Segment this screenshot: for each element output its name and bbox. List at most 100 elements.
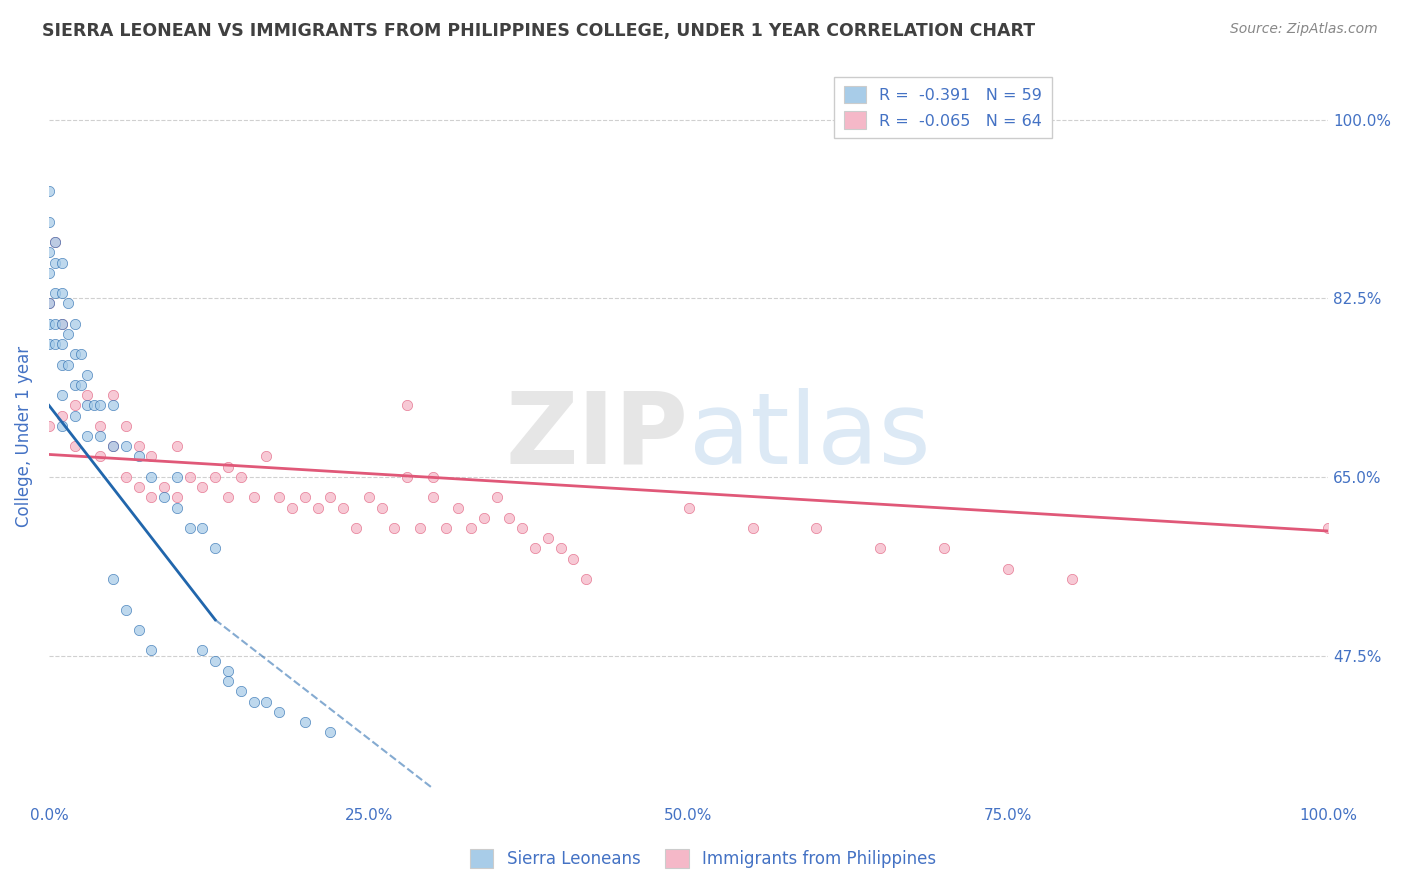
Point <box>56 326 79 341</box>
Point <box>44 317 66 331</box>
Point <box>128 480 150 494</box>
Point <box>422 470 444 484</box>
Point <box>537 531 560 545</box>
Text: atlas: atlas <box>689 387 931 484</box>
Point <box>179 521 201 535</box>
Point <box>242 491 264 505</box>
Point <box>498 510 520 524</box>
Point <box>434 521 457 535</box>
Point <box>1062 572 1084 586</box>
Point <box>153 480 176 494</box>
Point <box>38 245 60 260</box>
Point <box>934 541 956 556</box>
Point <box>101 572 124 586</box>
Legend: R =  -0.391   N = 59, R =  -0.065   N = 64: R = -0.391 N = 59, R = -0.065 N = 64 <box>834 77 1052 138</box>
Point <box>56 296 79 310</box>
Point <box>332 500 354 515</box>
Point <box>191 521 214 535</box>
Point <box>460 521 482 535</box>
Point <box>269 491 291 505</box>
Point <box>44 235 66 249</box>
Point <box>997 562 1019 576</box>
Point <box>51 317 73 331</box>
Point <box>141 470 163 484</box>
Point <box>51 286 73 301</box>
Point <box>76 399 98 413</box>
Point <box>38 418 60 433</box>
Point <box>396 399 419 413</box>
Text: SIERRA LEONEAN VS IMMIGRANTS FROM PHILIPPINES COLLEGE, UNDER 1 YEAR CORRELATION : SIERRA LEONEAN VS IMMIGRANTS FROM PHILIP… <box>42 22 1035 40</box>
Point <box>44 286 66 301</box>
Point <box>254 450 277 464</box>
Point <box>51 337 73 351</box>
Point <box>294 714 316 729</box>
Text: ZIP: ZIP <box>506 387 689 484</box>
Point <box>114 418 136 433</box>
Point <box>51 358 73 372</box>
Point <box>229 684 252 698</box>
Point <box>562 551 585 566</box>
Point <box>141 450 163 464</box>
Point <box>89 450 111 464</box>
Point <box>51 317 73 331</box>
Point <box>63 409 86 423</box>
Legend: Sierra Leoneans, Immigrants from Philippines: Sierra Leoneans, Immigrants from Philipp… <box>463 843 943 875</box>
Point <box>217 674 239 689</box>
Point <box>76 388 98 402</box>
Text: Source: ZipAtlas.com: Source: ZipAtlas.com <box>1230 22 1378 37</box>
Point <box>63 317 86 331</box>
Point <box>422 491 444 505</box>
Point <box>38 296 60 310</box>
Point <box>396 470 419 484</box>
Point <box>575 572 598 586</box>
Point <box>101 439 124 453</box>
Point <box>51 409 73 423</box>
Point <box>179 470 201 484</box>
Point <box>63 347 86 361</box>
Point <box>38 266 60 280</box>
Point <box>166 491 188 505</box>
Point <box>51 255 73 269</box>
Point <box>141 643 163 657</box>
Point <box>319 491 342 505</box>
Point <box>128 439 150 453</box>
Point <box>204 470 226 484</box>
Point <box>281 500 304 515</box>
Point <box>89 418 111 433</box>
Point <box>38 184 60 198</box>
Point <box>254 694 277 708</box>
Point <box>382 521 405 535</box>
Point <box>70 378 93 392</box>
Point <box>409 521 432 535</box>
Point <box>38 296 60 310</box>
Point <box>806 521 828 535</box>
Point <box>44 337 66 351</box>
Point <box>51 388 73 402</box>
Point <box>76 429 98 443</box>
Point <box>741 521 763 535</box>
Point <box>319 725 342 739</box>
Point <box>63 439 86 453</box>
Point <box>38 317 60 331</box>
Point <box>510 521 533 535</box>
Point <box>370 500 392 515</box>
Point <box>114 439 136 453</box>
Point <box>89 399 111 413</box>
Point <box>44 235 66 249</box>
Point <box>204 541 226 556</box>
Point <box>357 491 380 505</box>
Point <box>344 521 367 535</box>
Point <box>38 337 60 351</box>
Point <box>307 500 329 515</box>
Point <box>524 541 547 556</box>
Point <box>485 491 508 505</box>
Point <box>166 500 188 515</box>
Point <box>447 500 470 515</box>
Point <box>166 470 188 484</box>
Point <box>166 439 188 453</box>
Point <box>217 459 239 474</box>
Point <box>153 491 176 505</box>
Point <box>269 705 291 719</box>
Point <box>56 358 79 372</box>
Y-axis label: College, Under 1 year: College, Under 1 year <box>15 345 32 526</box>
